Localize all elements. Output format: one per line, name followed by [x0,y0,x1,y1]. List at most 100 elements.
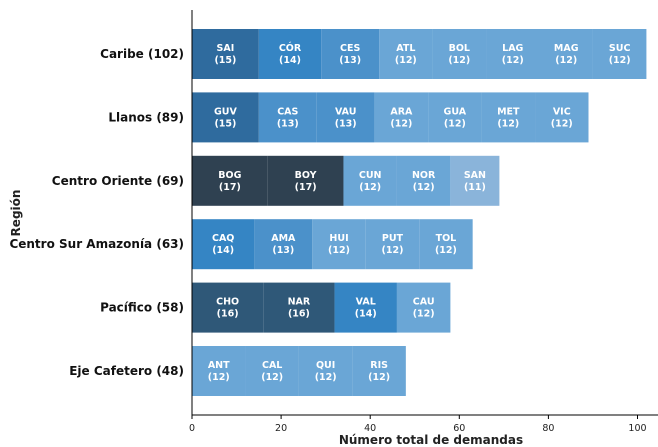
segment-value-label: (12) [208,372,230,383]
bar-segment [192,155,268,206]
segment-code-label: SUC [609,43,631,54]
segment-code-label: ARA [390,106,413,117]
segment-code-label: BOY [295,170,317,181]
segment-code-label: CAU [413,297,435,308]
bar-segment [267,155,344,206]
segment-code-label: AMA [271,233,296,244]
segment-code-label: SAI [217,43,235,54]
x-tick-label: 20 [275,423,287,434]
segment-code-label: VAL [356,297,376,308]
category-label: Caribe (102) [100,47,184,61]
bar-segment [450,155,500,206]
segment-value-label: (16) [217,309,239,320]
segment-value-label: (11) [464,182,486,193]
segment-code-label: CAQ [212,233,234,244]
bar-segment [245,346,299,396]
segment-code-label: NOR [412,170,436,181]
segment-code-label: GUV [214,106,238,117]
segment-code-label: ATL [396,43,415,54]
segment-value-label: (12) [448,55,470,66]
segment-value-label: (12) [390,118,412,129]
segment-value-label: (12) [413,309,435,320]
bar-segment [192,29,259,79]
segment-value-label: (12) [555,55,577,66]
bar-segment [539,29,593,79]
bar-segment [263,282,335,333]
segment-value-label: (12) [413,182,435,193]
category-label: Eje Cafetero (48) [69,364,184,378]
bar-segment [481,92,536,143]
bar-segment [254,219,313,270]
bar-segment [428,92,482,143]
x-axis-title: Número total de demandas [339,433,523,447]
segment-value-label: (13) [272,245,294,256]
segment-code-label: VAU [335,106,356,117]
segment-value-label: (13) [277,118,299,129]
segment-code-label: GUA [444,106,467,117]
segment-value-label: (17) [295,182,317,193]
segment-code-label: CÓR [279,42,302,54]
bar-segment [192,92,259,143]
segment-value-label: (17) [219,182,241,193]
bar-segment [192,346,246,396]
x-tick-label: 40 [364,423,376,434]
segment-code-label: RIS [370,360,388,371]
segment-code-label: MAG [554,43,579,54]
segment-code-label: MET [497,106,520,117]
x-tick-label: 0 [189,423,195,434]
bar-segment [374,92,429,143]
segment-value-label: (12) [497,118,519,129]
bar-segment [396,155,451,206]
segment-value-label: (16) [288,309,310,320]
bars-layer: SAI(15)CÓR(14)CES(13)ATL(12)BOL(12)LAG(1… [192,29,647,396]
segment-value-label: (12) [359,182,381,193]
segment-value-label: (12) [368,372,390,383]
segment-code-label: BOL [449,43,470,54]
segment-value-label: (13) [335,118,357,129]
bar-segment [379,29,433,79]
segment-code-label: SAN [464,170,486,181]
bar-segment [419,219,473,270]
bar-segment [432,29,487,79]
segment-value-label: (14) [212,245,234,256]
segment-code-label: CAL [262,360,282,371]
segment-code-label: BOG [218,170,241,181]
segment-value-label: (14) [279,55,301,66]
segment-code-label: VIC [553,106,571,117]
segment-value-label: (12) [382,245,404,256]
category-labels: Caribe (102) Llanos (89) Centro Oriente (6… [9,47,184,378]
segment-code-label: CUN [359,170,382,181]
bar-segment [192,282,264,333]
segment-value-label: (15) [214,118,236,129]
category-label: Centro Oriente (69) [52,174,184,188]
segment-code-label: PUT [382,233,404,244]
segment-code-label: CES [340,43,360,54]
segment-code-label: NAR [288,297,311,308]
bar-segment [258,92,317,143]
bar-segment [312,219,366,270]
bar-segment [352,346,406,396]
bar-segment [258,29,322,79]
segment-value-label: (12) [551,118,573,129]
y-axis-title: Región [9,190,23,237]
segment-code-label: LAG [502,43,523,54]
segment-value-label: (13) [339,55,361,66]
segment-value-label: (12) [315,372,337,383]
segment-value-label: (14) [355,309,377,320]
segment-value-label: (12) [444,118,466,129]
segment-code-label: TOL [436,233,457,244]
segment-code-label: QUI [316,360,335,371]
segment-code-label: HUI [329,233,348,244]
x-ticks: 0 20 40 60 80 100 [189,415,647,434]
segment-code-label: CAS [277,106,298,117]
bar-segment [396,282,451,333]
bar-segment [486,29,540,79]
segment-value-label: (12) [395,55,417,66]
bar-segment [535,92,589,143]
x-tick-label: 100 [628,423,646,434]
category-label: Centro Sur Amazonía (63) [9,237,184,251]
segment-code-label: CHO [216,297,239,308]
bar-segment [334,282,397,333]
bar-segment [592,29,647,79]
